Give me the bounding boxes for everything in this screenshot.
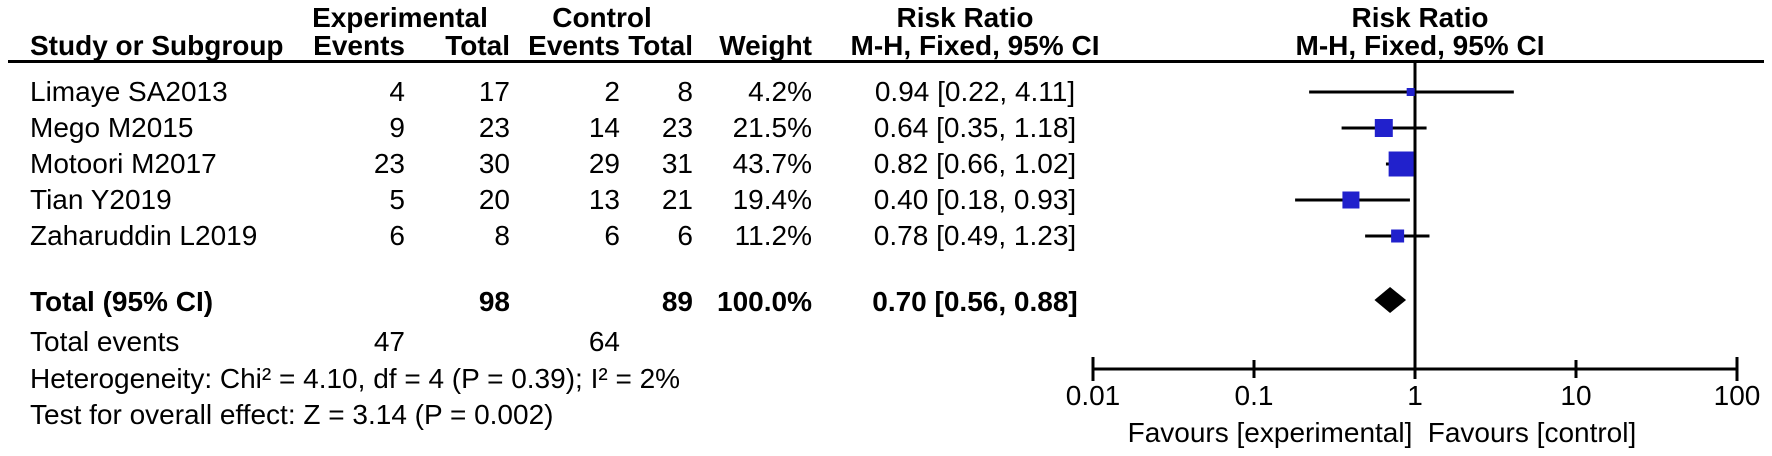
study-row: Zaharuddin L2019 6 8 6 6 11.2% 0.78 [0.4…: [0, 218, 1772, 254]
study-row: Mego M2015 9 23 14 23 21.5% 0.64 [0.35, …: [0, 110, 1772, 146]
control-events-value: 6: [604, 220, 620, 251]
heterogeneity-footnote: Heterogeneity: Chi² = 4.10, df = 4 (P = …: [30, 363, 681, 394]
study-marker: [1388, 151, 1414, 177]
weight-value: 43.7%: [732, 148, 812, 179]
control-events-value: 13: [588, 184, 620, 215]
summary-diamond: [1374, 287, 1407, 313]
summary-row: Total (95% CI) 98 89 100.0% 0.70 [0.56, …: [0, 284, 1772, 320]
col-header-weight: Weight: [719, 30, 812, 61]
col-header-total-experimental: Total: [445, 30, 510, 61]
study-row: Motoori M2017 23 30 29 31 43.7% 0.82 [0.…: [0, 146, 1772, 182]
axis-tick-label: 100: [1713, 380, 1761, 411]
study-marker: [1342, 191, 1360, 209]
control-total-value: 31: [661, 148, 693, 179]
experimental-total-value: 20: [478, 184, 510, 215]
experimental-events-value: 6: [389, 220, 405, 251]
axis-tick-label: 0.1: [1234, 380, 1274, 411]
study-name: Limaye SA2013: [30, 76, 228, 107]
col-header-study: Study or Subgroup: [30, 30, 284, 61]
risk-ratio-label-right: Risk Ratio: [1351, 2, 1489, 33]
control-events-value: 14: [588, 112, 620, 143]
risk-ratio-ci-text: 0.82 [0.66, 1.02]: [873, 148, 1077, 179]
col-header-method-left: M-H, Fixed, 95% CI: [850, 30, 1100, 61]
experimental-total-value: 8: [494, 220, 510, 251]
summary-weight: 100.0%: [717, 286, 812, 317]
experimental-events-value: 4: [389, 76, 405, 107]
favours-control-label: Favours [control]: [1427, 417, 1637, 448]
experimental-total-value: 30: [478, 148, 510, 179]
control-total-value: 21: [661, 184, 693, 215]
summary-risk-ratio-ci-text: 0.70 [0.56, 0.88]: [872, 286, 1078, 317]
group-label-experimental: Experimental: [312, 2, 488, 33]
study-marker: [1374, 119, 1393, 137]
study-marker: [1406, 88, 1415, 96]
axis-tick-label: 10: [1560, 380, 1592, 411]
risk-ratio-ci-text: 0.94 [0.22, 4.11]: [874, 76, 1076, 107]
control-events-value: 2: [604, 76, 620, 107]
risk-ratio-label-left: Risk Ratio: [896, 2, 1034, 33]
group-header-row: Experimental Control Risk Ratio Risk Rat…: [0, 3, 1772, 32]
total-events-control: 64: [588, 326, 620, 357]
experimental-total-value: 23: [478, 112, 510, 143]
study-name: Zaharuddin L2019: [30, 220, 258, 251]
column-header-row: Study or Subgroup Events Total Events To…: [0, 31, 1772, 60]
experimental-events-value: 9: [389, 112, 405, 143]
group-label-control: Control: [552, 2, 652, 33]
risk-ratio-ci-text: 0.64 [0.35, 1.18]: [873, 112, 1077, 143]
risk-ratio-ci-text: 0.78 [0.49, 1.23]: [873, 220, 1077, 251]
weight-value: 21.5%: [732, 112, 812, 143]
col-header-total-control: Total: [628, 30, 693, 61]
total-events-experimental: 47: [373, 326, 405, 357]
col-header-events-control: Events: [528, 30, 620, 61]
study-name: Mego M2015: [30, 112, 194, 143]
study-rows: Limaye SA2013 4 17 2 8 4.2% 0.94 [0.22, …: [0, 74, 1772, 254]
study-row: Limaye SA2013 4 17 2 8 4.2% 0.94 [0.22, …: [0, 74, 1772, 110]
weight-value: 4.2%: [748, 76, 812, 107]
total-events-label: Total events: [30, 326, 180, 357]
header-separator-rule: [8, 60, 1764, 63]
axis-tick-label: 0.01: [1065, 380, 1121, 411]
summary-label: Total (95% CI): [30, 286, 214, 317]
control-events-value: 29: [588, 148, 620, 179]
col-header-method-right: M-H, Fixed, 95% CI: [1295, 30, 1545, 61]
weight-value: 19.4%: [732, 184, 812, 215]
total-events-row: Total events 47 64: [0, 325, 1772, 359]
favours-experimental-label: Favours [experimental]: [1127, 417, 1413, 448]
summary-control-total: 89: [661, 286, 693, 317]
study-marker: [1391, 229, 1405, 243]
risk-ratio-ci-text: 0.40 [0.18, 0.93]: [873, 184, 1077, 215]
control-total-value: 6: [677, 220, 693, 251]
experimental-events-value: 5: [389, 184, 405, 215]
overall-effect-footnote: Test for overall effect: Z = 3.14 (P = 0…: [30, 399, 554, 430]
study-name: Tian Y2019: [30, 184, 172, 215]
summary-experimental-total: 98: [478, 286, 510, 317]
control-total-value: 23: [661, 112, 693, 143]
study-name: Motoori M2017: [30, 148, 217, 179]
axis-tick-label: 1: [1407, 380, 1423, 411]
experimental-events-value: 23: [373, 148, 405, 179]
col-header-events-experimental: Events: [313, 30, 405, 61]
weight-value: 11.2%: [734, 220, 812, 251]
experimental-total-value: 17: [478, 76, 510, 107]
study-row: Tian Y2019 5 20 13 21 19.4% 0.40 [0.18, …: [0, 182, 1772, 218]
control-total-value: 8: [677, 76, 693, 107]
